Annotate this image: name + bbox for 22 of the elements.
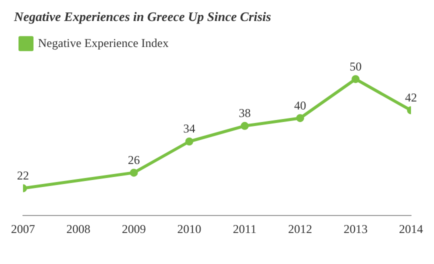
point <box>352 75 360 84</box>
data-label: 38 <box>238 106 251 120</box>
x-tick-label: 2014 <box>399 222 423 236</box>
data-label: 40 <box>294 98 306 112</box>
x-tick-label: 2010 <box>177 222 202 236</box>
data-label: 34 <box>183 122 196 136</box>
data-label: 50 <box>350 59 362 74</box>
x-tick-label: 2007 <box>11 222 35 236</box>
x-tick-label: 2008 <box>66 222 90 236</box>
data-label: 22 <box>17 168 29 182</box>
data-label: 42 <box>405 90 417 104</box>
chart-title: Negative Experiences in Greece Up Since Crisis <box>13 9 272 24</box>
x-tick-label: 2012 <box>288 222 312 236</box>
x-tick-label: 2011 <box>232 222 256 236</box>
legend-label: Negative Experience Index <box>38 36 169 50</box>
point <box>130 168 138 177</box>
x-tick-label: 2013 <box>344 222 368 236</box>
point <box>185 138 194 146</box>
x-tick-label: 2009 <box>122 222 146 236</box>
point <box>296 114 304 122</box>
data-label: 26 <box>128 152 140 167</box>
point <box>240 122 249 130</box>
